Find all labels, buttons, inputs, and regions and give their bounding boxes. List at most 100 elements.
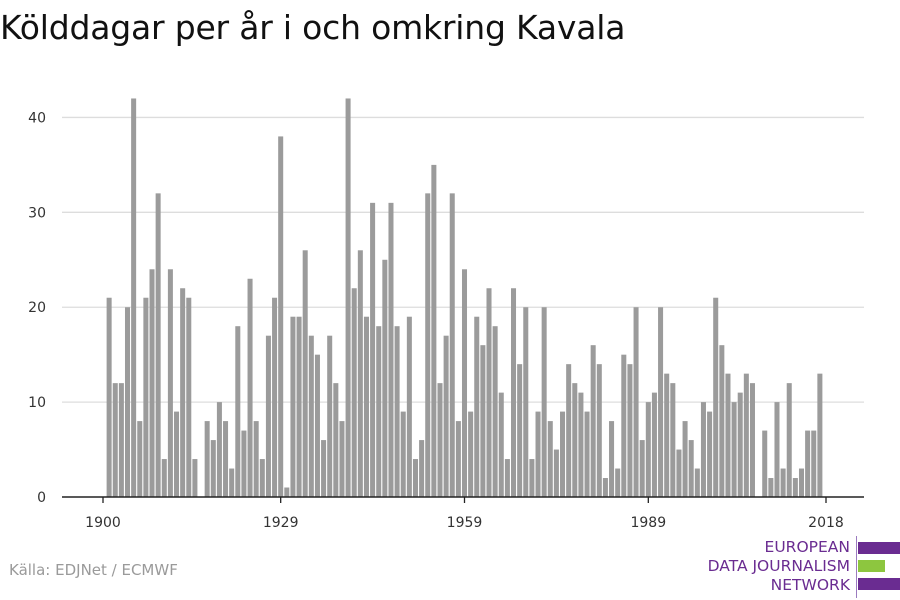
bar	[143, 297, 149, 497]
bar	[210, 440, 216, 497]
logo-bar-purple-bottom	[858, 578, 900, 590]
y-tick-label: 20	[28, 300, 46, 316]
bar	[216, 402, 222, 497]
bar	[511, 288, 517, 497]
bar	[112, 383, 118, 497]
logo-text-data-journalism: DATA JOURNALISM	[707, 557, 850, 575]
x-tick-label: 1959	[447, 515, 483, 531]
bar	[106, 297, 112, 497]
bar	[339, 421, 345, 497]
bar	[370, 202, 376, 497]
bar	[658, 307, 664, 497]
bar	[774, 402, 780, 497]
bar	[590, 345, 596, 497]
bar	[664, 373, 670, 497]
bar	[308, 335, 314, 497]
bar	[768, 478, 774, 497]
bar	[676, 449, 682, 497]
bar	[713, 297, 719, 497]
bar	[682, 421, 688, 497]
bar	[437, 383, 443, 497]
bar	[480, 345, 486, 497]
bar	[455, 421, 461, 497]
bar	[388, 202, 394, 497]
bar	[492, 326, 498, 497]
bar	[792, 478, 798, 497]
x-tick-label: 1989	[630, 515, 666, 531]
bar	[406, 316, 412, 497]
bar	[186, 297, 192, 497]
bar	[137, 421, 143, 497]
bar	[498, 392, 504, 497]
bar	[443, 335, 449, 497]
bar	[278, 136, 284, 497]
bar	[431, 164, 437, 497]
bar	[811, 430, 817, 497]
bar	[743, 373, 749, 497]
bar	[639, 440, 645, 497]
bar	[719, 345, 725, 497]
bar	[247, 278, 253, 497]
logo-bar-purple-top	[858, 542, 900, 554]
bar	[412, 459, 418, 497]
chart-title: Kölddagar per år i och omkring Kavala	[0, 8, 626, 47]
bar	[321, 440, 327, 497]
bar	[553, 449, 559, 497]
bar	[578, 392, 584, 497]
bar-chart: 0 10 20 30 40 1900 1929 1959 1989 2018	[28, 98, 864, 531]
x-axis-labels: 1900 1929 1959 1989 2018	[85, 515, 844, 531]
bar	[798, 468, 805, 497]
bar	[517, 364, 523, 497]
bar	[817, 373, 823, 497]
bar	[541, 307, 547, 497]
bar	[572, 383, 578, 497]
bar	[805, 430, 811, 497]
bar	[131, 98, 137, 497]
bar	[223, 421, 229, 497]
y-tick-label: 0	[37, 490, 46, 506]
bar	[419, 440, 425, 497]
bar	[615, 468, 621, 497]
logo-text-network: NETWORK	[770, 576, 850, 594]
bar	[645, 402, 651, 497]
bar	[523, 307, 529, 497]
bar	[400, 411, 406, 497]
bar	[229, 468, 235, 497]
y-tick-label: 10	[28, 395, 46, 411]
bar	[167, 269, 173, 497]
bar	[725, 373, 731, 497]
bar	[602, 478, 608, 497]
bar	[474, 316, 480, 497]
bar	[124, 307, 131, 497]
bar	[161, 459, 167, 497]
bar	[265, 335, 271, 497]
bar	[345, 98, 351, 497]
bar	[192, 459, 198, 497]
x-tick-label: 1929	[263, 515, 299, 531]
bar	[351, 288, 357, 497]
x-tick-label: 1900	[85, 515, 121, 531]
bar	[627, 364, 633, 497]
edjnet-logo: EUROPEAN DATA JOURNALISM NETWORK	[700, 536, 900, 598]
bar	[284, 487, 290, 497]
bar	[731, 402, 737, 497]
bar	[357, 250, 363, 497]
bar	[737, 392, 743, 497]
bar	[486, 288, 492, 497]
bar	[609, 421, 615, 497]
bar	[535, 411, 541, 497]
bar	[118, 383, 124, 497]
bar	[253, 421, 259, 497]
bar	[566, 364, 572, 497]
bar	[780, 468, 786, 497]
bar	[670, 383, 676, 497]
bar	[700, 402, 706, 497]
y-tick-label: 30	[28, 205, 46, 221]
bar	[155, 193, 161, 497]
bar	[259, 459, 265, 497]
x-axis-ticks	[102, 497, 827, 503]
bar	[363, 316, 369, 497]
bar	[425, 193, 431, 497]
bar	[333, 383, 339, 497]
bar	[290, 316, 296, 497]
